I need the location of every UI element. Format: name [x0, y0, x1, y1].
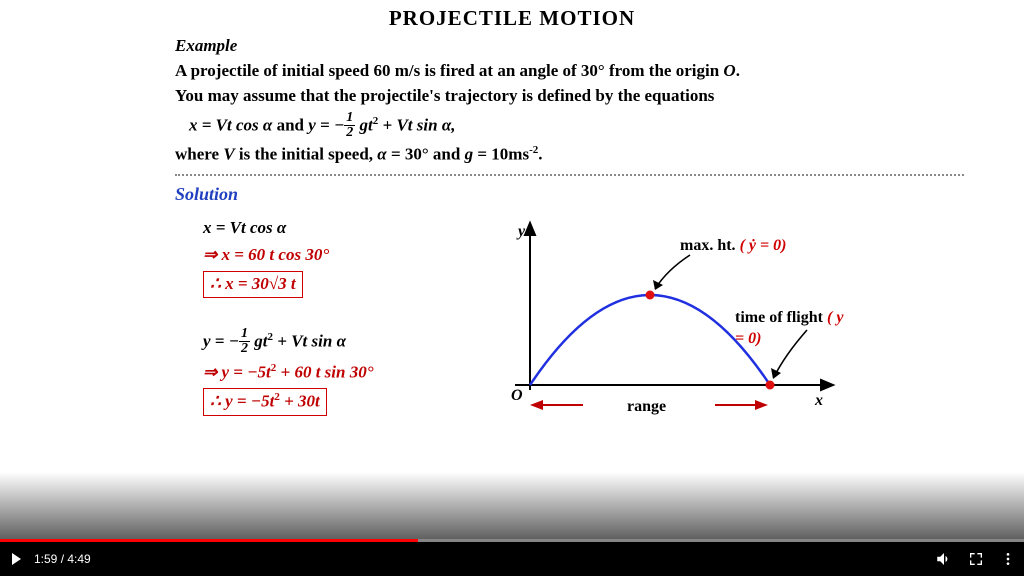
volume-icon: [935, 550, 953, 568]
trajectory-curve: [530, 295, 770, 385]
video-gradient: [0, 472, 1024, 542]
more-icon: [1000, 551, 1016, 567]
m4-post: + Vt sin α: [273, 331, 346, 350]
maxht-text: max. ht.: [680, 237, 740, 254]
time-total: 4:49: [67, 552, 90, 566]
where-text: where V is the initial speed, α = 30° an…: [175, 144, 529, 163]
m4-mid: gt: [250, 331, 267, 350]
where-exp: -2: [529, 144, 538, 156]
fullscreen-icon: [968, 551, 984, 567]
math-line-3: ∴ x = 30√3 t: [203, 271, 374, 298]
equation-line: x = Vt cos α and y = −12 gt2 + Vt sin α,: [189, 112, 964, 141]
m4-pre: y = −: [203, 331, 239, 350]
m5-a: ⇒ y = −5t: [203, 362, 271, 381]
math-line-5: ⇒ y = −5t2 + 60 t sin 30°: [203, 361, 374, 385]
eq-x: x = Vt cos α: [189, 115, 272, 134]
m4-frac: 12: [239, 327, 250, 356]
eq-half-frac: 12: [344, 111, 355, 140]
example-heading: Example: [175, 35, 964, 58]
m6-b: + 30t: [280, 392, 320, 411]
math-line-6: ∴ y = −5t2 + 30t: [203, 388, 374, 416]
volume-button[interactable]: [928, 542, 960, 576]
solution-work: x = Vt cos α ⇒ x = 60 t cos 30° ∴ x = 30…: [175, 213, 964, 493]
landing-dot: [766, 380, 775, 389]
problem-origin-O: O: [723, 61, 735, 80]
range-label: range: [627, 396, 666, 418]
where-line: where V is the initial speed, α = 30° an…: [175, 143, 964, 167]
m6-a: ∴ y = −5t: [210, 392, 274, 411]
boxed-result-x: ∴ x = 30√3 t: [203, 271, 303, 298]
math-column: x = Vt cos α ⇒ x = 60 t cos 30° ∴ x = 30…: [203, 213, 374, 420]
max-height-dot: [646, 290, 655, 299]
divider-dotted: [175, 174, 964, 176]
maxht-eq: ( ẏ = 0): [740, 237, 787, 254]
eq-y-tail: + Vt sin α,: [378, 115, 455, 134]
where-dot: .: [538, 144, 542, 163]
page-root: PROJECTILE MOTION Example A projectile o…: [0, 0, 1024, 576]
problem-text-1b: .: [736, 61, 740, 80]
tof-label: time of flight ( y = 0): [735, 307, 855, 350]
problem-line-2: You may assume that the projectile's tra…: [175, 85, 964, 108]
axis-x-label: x: [815, 390, 823, 412]
m5-b: + 60 t sin 30°: [276, 362, 373, 381]
fullscreen-button[interactable]: [960, 542, 992, 576]
eq-and: and: [272, 115, 308, 134]
tof-text: time of flight: [735, 309, 827, 326]
solution-heading: Solution: [175, 182, 964, 206]
play-button[interactable]: [0, 542, 32, 576]
math-line-4: y = −12 gt2 + Vt sin α: [203, 328, 374, 357]
math-line-1: x = Vt cos α: [203, 217, 374, 240]
time-current: 1:59: [34, 552, 57, 566]
math-line-2: ⇒ x = 60 t cos 30°: [203, 244, 374, 267]
problem-text-1: A projectile of initial speed 60 m/s is …: [175, 61, 723, 80]
slide-title: PROJECTILE MOTION: [0, 6, 1024, 31]
math-gap: [203, 302, 374, 324]
video-control-bar: 1:59 / 4:49: [0, 542, 1024, 576]
eq-y-gt: gt: [355, 115, 372, 134]
eq-y-pre: y = −: [308, 115, 344, 134]
slide-content: PROJECTILE MOTION Example A projectile o…: [0, 0, 1024, 493]
problem-line-1: A projectile of initial speed 60 m/s is …: [175, 60, 964, 83]
more-button[interactable]: [992, 542, 1024, 576]
axis-y-label: y: [518, 221, 525, 243]
play-icon: [12, 553, 21, 565]
video-time: 1:59 / 4:49: [34, 552, 91, 566]
maxht-label: max. ht. ( ẏ = 0): [680, 235, 786, 257]
trajectory-diagram: y x O range max. ht. ( ẏ = 0) time of fl…: [435, 215, 855, 445]
boxed-result-y: ∴ y = −5t2 + 30t: [203, 388, 327, 416]
origin-label: O: [511, 385, 523, 407]
slide-body: Example A projectile of initial speed 60…: [175, 35, 964, 493]
